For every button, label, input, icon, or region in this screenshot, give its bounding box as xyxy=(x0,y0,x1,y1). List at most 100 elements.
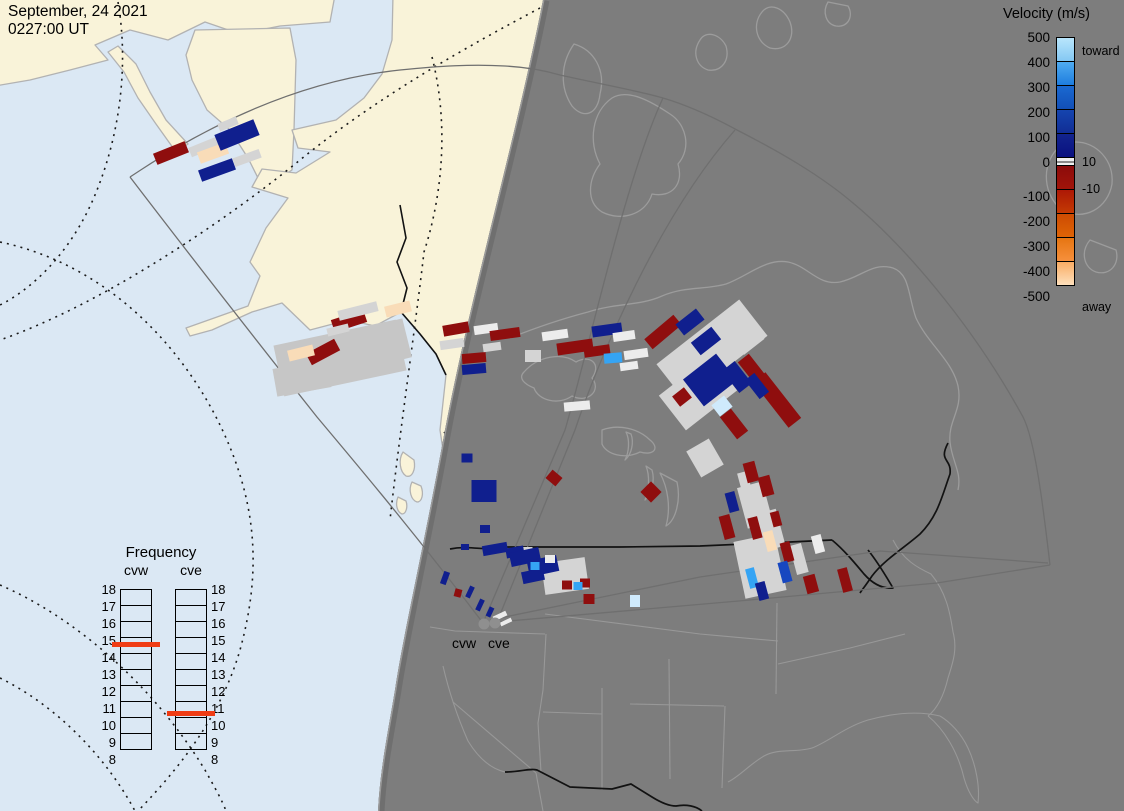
time-label: 0227:00 UT xyxy=(8,21,89,38)
alaska-yukon-border xyxy=(396,204,408,313)
frequency-box xyxy=(175,733,207,750)
toward-label: toward xyxy=(1082,44,1120,58)
velocity-cell xyxy=(461,544,469,550)
frequency-tick-label: 18 xyxy=(211,582,226,597)
frequency-tick-label: 14 xyxy=(101,650,116,665)
velocity-cell xyxy=(722,361,752,393)
frequency-box xyxy=(175,717,207,734)
fan-left-edge xyxy=(129,176,484,624)
velocity-segment xyxy=(1056,61,1075,86)
day-graticule xyxy=(0,1,541,811)
frequency-box xyxy=(120,733,152,750)
velocity-colorbar xyxy=(1056,37,1075,286)
frequency-box xyxy=(175,669,207,686)
frequency-scale-cve xyxy=(175,589,207,750)
velocity-segment xyxy=(1056,165,1075,190)
frequency-marker-cve xyxy=(167,711,215,717)
velocity-cell xyxy=(520,567,546,585)
frequency-box xyxy=(120,701,152,718)
velocity-cell xyxy=(742,460,760,484)
scatter-cell xyxy=(789,542,809,576)
velocity-segment xyxy=(1056,261,1075,286)
velocity-cell xyxy=(442,321,470,337)
fan-lower-edge-cvw xyxy=(489,550,1049,621)
velocity-cell xyxy=(305,338,341,366)
radar-site-dot xyxy=(489,617,501,629)
scatter-cell xyxy=(499,617,513,627)
frequency-tick-label: 15 xyxy=(211,633,226,648)
frequency-box xyxy=(175,637,207,654)
velocity-cell xyxy=(489,326,521,342)
frequency-tick-label: 12 xyxy=(211,684,226,699)
frequency-tick-label: 8 xyxy=(211,752,219,767)
velocity-cell xyxy=(384,300,412,318)
land-island-se3 xyxy=(395,496,408,515)
velocity-segment xyxy=(1056,189,1075,214)
velocity-cell xyxy=(640,481,662,503)
velocity-cell xyxy=(465,585,475,599)
velocity-cell xyxy=(769,510,783,528)
frequency-box xyxy=(120,653,152,670)
velocity-tick-label: -100 xyxy=(1022,189,1050,204)
frequency-tick-label: 8 xyxy=(108,752,116,767)
scatter-cell xyxy=(623,347,649,361)
frequency-legend: Frequency cvw 18 17 16 15 14 13 12 11 10 9 8 cve 18 17… xyxy=(86,544,242,776)
velocity-segment xyxy=(1056,213,1075,238)
scatter-cell xyxy=(344,318,412,372)
date-label: September, 24 2021 xyxy=(8,3,148,20)
velocity-cell xyxy=(562,580,572,590)
scatter-cell xyxy=(545,555,555,563)
scatter-cell xyxy=(619,360,639,372)
gulf-coast xyxy=(727,712,941,783)
frequency-box xyxy=(120,685,152,702)
frequency-tick-label: 9 xyxy=(211,735,219,750)
velocity-tick-label: 300 xyxy=(1027,80,1050,95)
velocity-cell xyxy=(545,469,563,487)
frequency-box xyxy=(120,621,152,638)
velocity-tick-label: -400 xyxy=(1022,264,1050,279)
scatter-cell xyxy=(686,438,724,478)
velocity-legend: Velocity (m/s) 500 400 300 200 100 0 -100 -200 -… xyxy=(998,6,1124,328)
frequency-box xyxy=(175,621,207,638)
frequency-box xyxy=(120,589,152,606)
frequency-tick-label: 11 xyxy=(102,701,117,716)
frequency-marker-cvw xyxy=(112,641,160,647)
velocity-cell xyxy=(461,362,487,376)
frequency-tick-label: 16 xyxy=(211,616,226,631)
plus10-label: 10 xyxy=(1082,155,1096,169)
frequency-legend-title: Frequency xyxy=(125,544,197,561)
velocity-cell xyxy=(718,513,736,541)
velocity-cell xyxy=(485,606,495,618)
velocity-segment xyxy=(1056,85,1075,110)
land-island-se1 xyxy=(399,451,416,477)
velocity-cell xyxy=(802,573,820,595)
frequency-tick-label: 14 xyxy=(211,650,226,665)
frequency-column-label-cvw: cvw xyxy=(123,562,149,578)
frequency-tick-label: 17 xyxy=(211,599,226,614)
velocity-cell xyxy=(744,372,770,400)
velocity-tick-label: 500 xyxy=(1027,30,1050,45)
velocity-tick-label: -200 xyxy=(1022,214,1050,229)
velocity-cell xyxy=(724,491,740,513)
land-island-se2 xyxy=(409,481,424,503)
velocity-cell xyxy=(754,581,770,601)
great-lakes xyxy=(831,539,894,589)
scatter-cell xyxy=(272,359,332,397)
velocity-cell xyxy=(777,560,793,584)
away-label: away xyxy=(1082,300,1112,314)
frequency-box xyxy=(120,717,152,734)
velocity-tick-label: 400 xyxy=(1027,55,1050,70)
velocity-cell xyxy=(573,582,583,590)
velocity-segment xyxy=(1056,133,1075,158)
california-coast xyxy=(442,665,506,773)
frequency-tick-label: 12 xyxy=(101,684,116,699)
velocity-tick-label: 100 xyxy=(1027,130,1050,145)
velocity-cell xyxy=(779,541,795,563)
velocity-tick-label: 0 xyxy=(1042,155,1050,170)
velocity-cell xyxy=(630,595,640,607)
land-chukotka-west xyxy=(0,0,335,86)
velocity-cell xyxy=(287,344,315,362)
radar-data-cells xyxy=(152,116,853,627)
frequency-tick-label: 13 xyxy=(211,667,226,682)
